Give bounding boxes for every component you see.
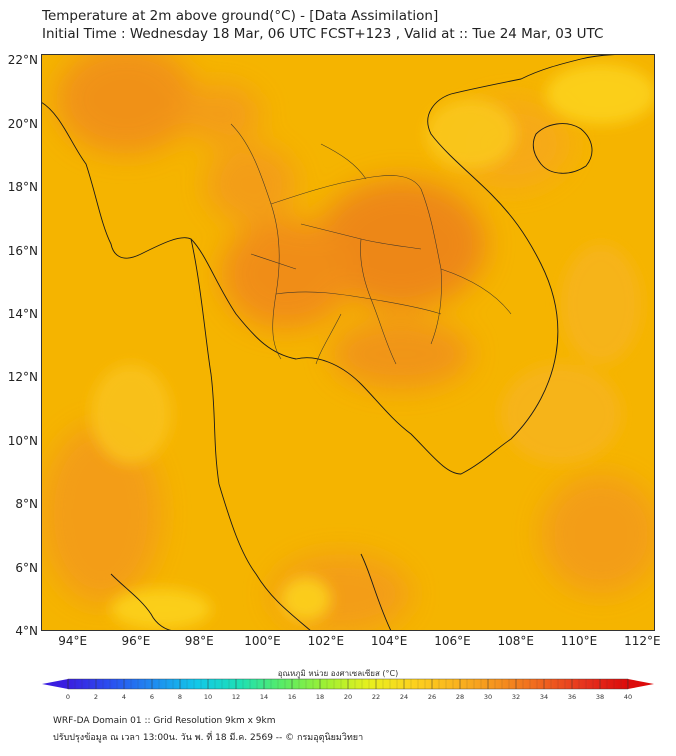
colorbar-tick-label: 0 — [65, 693, 71, 701]
colorbar-tick-label: 36 — [567, 693, 577, 701]
colorbar-tick-label: 14 — [259, 693, 269, 701]
temperature-map — [41, 54, 655, 631]
colorbar-max-arrow — [628, 679, 654, 689]
latitude-label: 8°N — [15, 497, 38, 512]
latitude-label: 18°N — [7, 180, 38, 195]
map-frame — [41, 54, 655, 631]
chart-title: Temperature at 2m above ground(°C) - [Da… — [42, 8, 439, 24]
longitude-label: 110°E — [560, 634, 598, 648]
colorbar-tick-label: 28 — [455, 693, 465, 701]
colorbar-tick-label: 12 — [231, 693, 241, 701]
latitude-label: 12°N — [7, 370, 38, 385]
footer-update-info: ปรับปรุงข้อมูล ณ เวลา 13:00น. วัน พ. ที่… — [53, 733, 364, 743]
colorbar-tick-label: 32 — [511, 693, 521, 701]
coastlines — [41, 54, 655, 631]
latitude-label: 10°N — [7, 433, 38, 448]
colorbar-tick-label: 10 — [203, 693, 213, 701]
colorbar-label: อุณหภูมิ หน่วย องศาเซลเซียส (°C) — [277, 669, 399, 678]
colorbar-tick-label: 24 — [399, 693, 409, 701]
latitude-label: 16°N — [7, 243, 38, 258]
longitude-label: 102°E — [307, 634, 345, 648]
longitude-label: 94°E — [58, 634, 88, 648]
latitude-label: 22°N — [7, 53, 38, 68]
longitude-label: 104°E — [370, 634, 408, 648]
colorbar-tick-label: 30 — [483, 693, 493, 701]
longitude-label: 98°E — [184, 634, 214, 648]
colorbar-tick-label: 4 — [121, 693, 127, 701]
colorbar-tick-label: 2 — [93, 693, 99, 701]
colorbar-tick-label: 22 — [371, 693, 381, 701]
colorbar-tick-label: 20 — [343, 693, 353, 701]
longitude-label: 108°E — [497, 634, 534, 648]
colorbar-tick-label: 18 — [315, 693, 325, 701]
longitude-label: 96°E — [121, 634, 151, 648]
colorbar-min-arrow — [42, 679, 68, 689]
longitude-label: 100°E — [244, 634, 281, 648]
map-panel — [41, 54, 655, 631]
colorbar-tick-label: 26 — [427, 693, 437, 701]
longitude-label: 112°E — [624, 634, 661, 648]
colorbar-tick-label: 40 — [623, 693, 633, 701]
cool-patches — [91, 64, 655, 629]
latitude-label: 20°N — [7, 116, 38, 131]
colorbar — [42, 678, 654, 690]
chart-subtitle: Initial Time : Wednesday 18 Mar, 06 UTC … — [42, 26, 604, 42]
colorbar-tick-label: 6 — [149, 693, 155, 701]
province-borders — [230, 123, 512, 365]
latitude-label: 6°N — [15, 560, 38, 575]
colorbar-tick-label: 34 — [539, 693, 549, 701]
colorbar-tick-label: 38 — [595, 693, 605, 701]
colorbar-tick-label: 8 — [177, 693, 183, 701]
latitude-label: 14°N — [7, 306, 38, 321]
longitude-label: 106°E — [434, 634, 471, 648]
footer-model-info: WRF-DA Domain 01 :: Grid Resolution 9km … — [53, 716, 276, 726]
latitude-label: 4°N — [15, 624, 38, 638]
colorbar-tick-label: 16 — [287, 693, 297, 701]
